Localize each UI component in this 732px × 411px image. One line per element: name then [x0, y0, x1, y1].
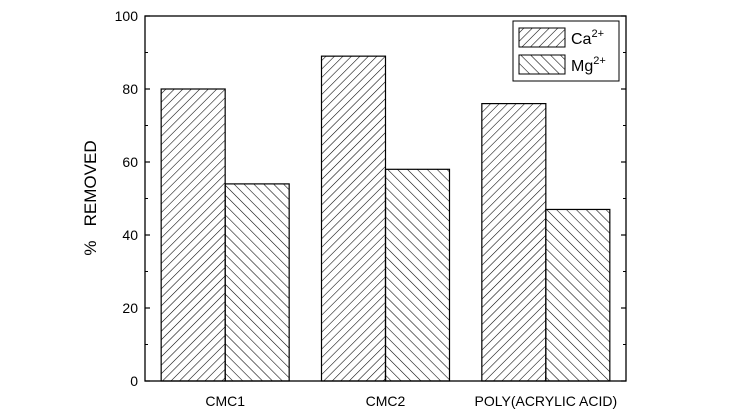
bar-ca-1	[320, 55, 387, 382]
y-tick-label: 0	[130, 373, 138, 389]
bar-series-group	[160, 55, 611, 382]
x-axis: CMC1 CMC2 POLY(ACRYLIC ACID)	[205, 376, 617, 409]
y-tick-label: 40	[122, 227, 138, 243]
y-axis-label: % REMOVED	[81, 140, 100, 255]
y-tick-label: 60	[122, 154, 138, 170]
x-tick-label: CMC1	[205, 393, 245, 409]
x-tick-label: CMC2	[366, 393, 406, 409]
legend: Ca2+ Mg2+	[512, 20, 620, 82]
bar-mg-1	[384, 168, 451, 382]
bar-ca-2	[481, 102, 547, 382]
legend-swatch-mg	[518, 54, 566, 75]
legend-label-ca: Ca2+	[571, 28, 604, 48]
legend-swatch-ca	[518, 27, 566, 48]
legend-label-mg: Mg2+	[571, 55, 606, 75]
y-axis: 0 20 40 60 80 100	[115, 8, 626, 389]
x-tick-label: POLY(ACRYLIC ACID)	[475, 393, 618, 409]
y-tick-label: 80	[122, 81, 138, 97]
y-tick-label: 100	[115, 8, 139, 24]
bar-ca-0	[160, 88, 226, 382]
bar-mg-2	[545, 208, 611, 382]
y-tick-label: 20	[122, 300, 138, 316]
bar-mg-0	[224, 183, 290, 382]
